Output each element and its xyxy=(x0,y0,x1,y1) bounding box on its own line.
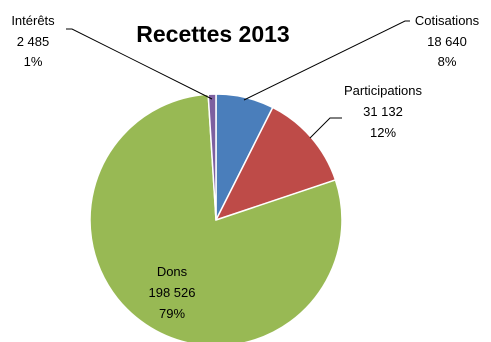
data-label-cotisations: Cotisations 18 640 8% xyxy=(415,13,480,69)
pie-slices xyxy=(89,93,343,342)
label-dons-value: 198 526 xyxy=(149,285,196,300)
leader-line-cotisations xyxy=(243,20,410,101)
label-participations-name: Participations xyxy=(344,83,423,98)
label-interets-percent: 1% xyxy=(24,54,43,69)
data-label-dons: Dons 198 526 79% xyxy=(149,264,196,321)
label-dons-percent: 79% xyxy=(159,306,185,321)
data-label-interets: Intérêts 2 485 1% xyxy=(11,13,55,69)
label-participations-value: 31 132 xyxy=(363,104,403,119)
label-interets-value: 2 485 xyxy=(17,34,50,49)
label-cotisations-value: 18 640 xyxy=(427,34,467,49)
label-cotisations-percent: 8% xyxy=(438,54,457,69)
leader-line-participations xyxy=(309,117,342,139)
data-label-participations: Participations 31 132 12% xyxy=(344,83,423,140)
slice-interets xyxy=(207,93,217,221)
label-dons-name: Dons xyxy=(157,264,188,279)
label-cotisations-name: Cotisations xyxy=(415,13,480,28)
chart-title: Recettes 2013 xyxy=(136,21,289,47)
label-participations-percent: 12% xyxy=(370,125,396,140)
slice-participations xyxy=(214,106,337,222)
leader-line-interets xyxy=(66,28,213,100)
leader-lines xyxy=(66,20,410,139)
slice-dons xyxy=(89,93,343,342)
label-interets-name: Intérêts xyxy=(11,13,55,28)
